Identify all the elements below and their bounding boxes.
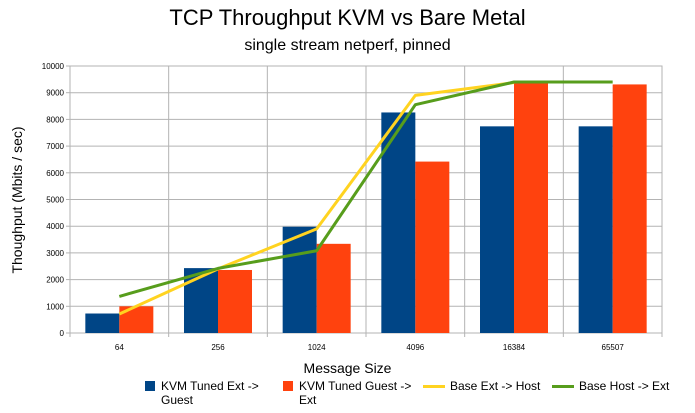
y-tick-label-1000: 1000 <box>46 302 64 311</box>
chart-subtitle: single stream netperf, pinned <box>244 37 451 54</box>
x-tick-label-65507: 65507 <box>602 343 625 352</box>
legend-label-base-ext-host: Base Ext -> Host <box>450 379 541 393</box>
bar-kvm-ext-guest-16384 <box>480 126 514 333</box>
legend-label-kvm-guest-ext: KVM Tuned Guest -> Ext <box>299 379 412 407</box>
legend: KVM Tuned Ext -> Guest KVM Tuned Guest ->… <box>145 379 695 413</box>
legend-label-kvm-ext-guest: KVM Tuned Ext -> Guest <box>161 379 259 407</box>
legend-swatch-kvm-ext-guest <box>145 381 155 391</box>
bar-kvm-guest-ext-4096 <box>415 161 450 333</box>
line-base-ext-host <box>118 81 515 316</box>
x-tick-label-256: 256 <box>211 343 225 352</box>
x-tick-label-1024: 1024 <box>308 343 326 352</box>
bar-kvm-ext-guest-256 <box>184 268 218 333</box>
line-base-host-ext <box>118 80 613 298</box>
y-tick-label-6000: 6000 <box>46 169 64 178</box>
y-tick-label-8000: 8000 <box>46 115 64 124</box>
bar-kvm-guest-ext-16384 <box>514 82 548 334</box>
bar-kvm-guest-ext-256 <box>218 269 252 333</box>
y-tick-label-10000: 10000 <box>42 62 65 71</box>
x-tick-label-64: 64 <box>115 343 124 352</box>
bar-kvm-guest-ext-1024 <box>316 243 351 333</box>
bar-kvm-guest-ext-65507 <box>612 84 647 333</box>
y-tick-label-5000: 5000 <box>46 196 64 205</box>
legend-swatch-base-ext-host <box>423 385 445 388</box>
plot-area <box>69 65 663 334</box>
bar-kvm-ext-guest-65507 <box>578 126 613 333</box>
y-tick-label-4000: 4000 <box>46 222 64 231</box>
y-tick-label-2000: 2000 <box>46 276 64 285</box>
legend-swatch-base-host-ext <box>552 385 574 388</box>
bar-kvm-ext-guest-64 <box>85 313 120 333</box>
bar-kvm-ext-guest-1024 <box>282 226 317 333</box>
y-tick-label-0: 0 <box>60 329 65 338</box>
legend-swatch-kvm-guest-ext <box>283 381 293 391</box>
x-tick-label-4096: 4096 <box>406 343 424 352</box>
x-tick-label-16384: 16384 <box>503 343 526 352</box>
y-tick-label-9000: 9000 <box>46 89 64 98</box>
y-tick-label-7000: 7000 <box>46 142 64 151</box>
legend-label-base-host-ext: Base Host -> Ext <box>579 379 670 393</box>
chart-title: TCP Throughput KVM vs Bare Metal <box>169 5 526 30</box>
x-axis-label: Message Size <box>303 360 392 376</box>
y-tick-label-3000: 3000 <box>46 249 64 258</box>
